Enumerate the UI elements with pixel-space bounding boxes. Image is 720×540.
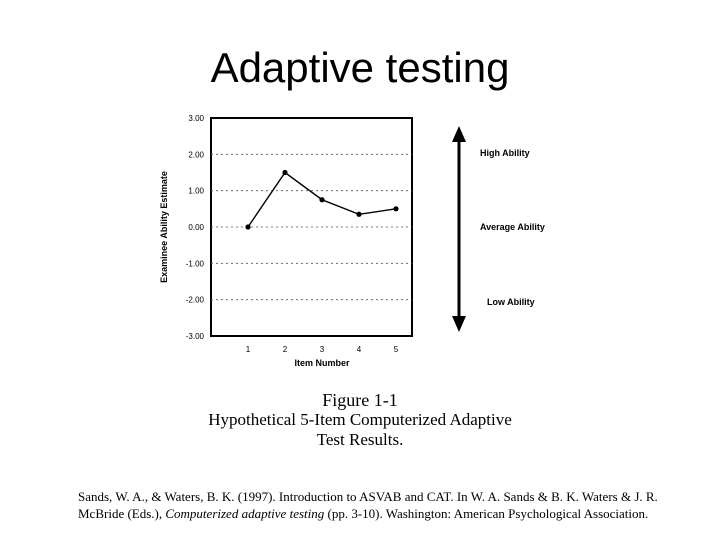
- y-tick-label: -1.00: [186, 259, 205, 268]
- grid-lines: [211, 153, 412, 301]
- citation-text-before: Sands, W. A., & Waters, B. K. (1997). In…: [78, 489, 658, 521]
- y-tick-label: 1.00: [188, 187, 204, 196]
- figure-caption: Figure 1-1 Hypothetical 5-Item Computeri…: [160, 390, 560, 450]
- y-tick-label: -2.00: [186, 296, 205, 305]
- low-ability-label: Low Ability: [487, 297, 535, 307]
- y-tick-label: 0.00: [188, 223, 204, 232]
- average-ability-label: Average Ability: [480, 222, 545, 232]
- data-points: [245, 169, 399, 230]
- y-tick-label: -3.00: [186, 332, 205, 341]
- data-point: [245, 224, 251, 230]
- data-point: [393, 206, 399, 212]
- citation: Sands, W. A., & Waters, B. K. (1997). In…: [78, 488, 658, 522]
- data-point: [356, 211, 362, 217]
- x-tick-label: 5: [394, 345, 399, 354]
- figure-caption-line1: Hypothetical 5-Item Computerized Adaptiv…: [208, 410, 512, 429]
- x-tick-label: 3: [320, 345, 325, 354]
- x-tick-labels: 1 2 3 4 5: [246, 345, 399, 354]
- y-tick-labels: 3.00 2.00 1.00 0.00 -1.00 -2.00 -3.00: [186, 114, 205, 341]
- figure-label: Figure 1-1: [322, 390, 398, 410]
- y-tick-label: 3.00: [188, 114, 204, 123]
- data-point: [282, 169, 288, 176]
- y-tick-label: 2.00: [188, 150, 204, 159]
- data-point: [319, 197, 325, 203]
- y-axis-label: Examinee Ability Estimate: [159, 171, 169, 283]
- x-tick-label: 2: [283, 345, 288, 354]
- figure-caption-line2: Test Results.: [316, 430, 404, 449]
- citation-book-title: Computerized adaptive testing: [165, 506, 325, 521]
- x-tick-label: 1: [246, 345, 251, 354]
- x-tick-label: 4: [357, 345, 362, 354]
- slide-title: Adaptive testing: [210, 44, 510, 91]
- ability-scale-arrow-up-icon: [452, 126, 466, 142]
- citation-text-after: (pp. 3-10). Washington: American Psychol…: [324, 506, 649, 521]
- ability-scale-arrow-down-icon: [452, 316, 466, 332]
- x-axis-label: Item Number: [294, 358, 350, 368]
- high-ability-label: High Ability: [480, 148, 530, 158]
